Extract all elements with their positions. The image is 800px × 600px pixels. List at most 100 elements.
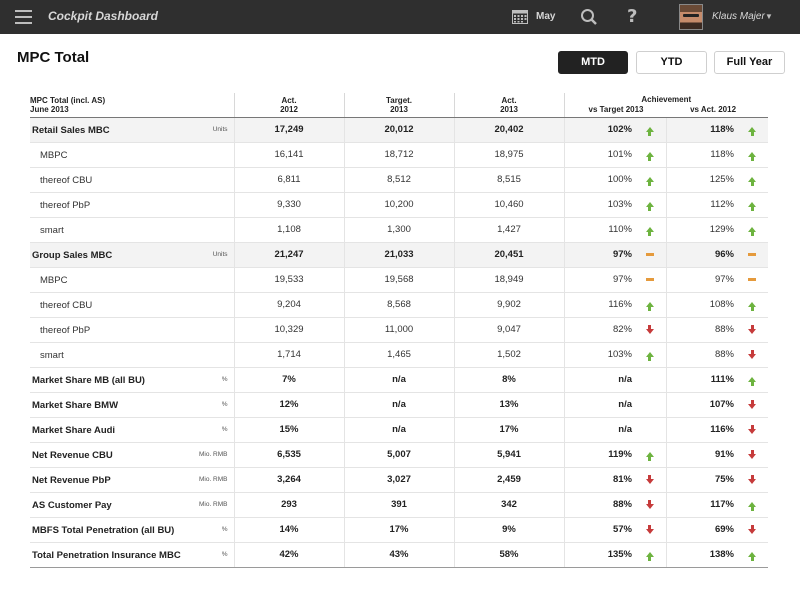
arrow-up-icon <box>645 201 654 211</box>
cell-vs-target-trend <box>634 241 666 268</box>
cell-vs-target-trend <box>634 541 666 568</box>
cell-vs-act-trend <box>736 342 769 368</box>
cell-act-2012: 12% <box>233 392 344 418</box>
row-label: Net Revenue PbP <box>32 474 111 486</box>
row-label-cell: thereof PbP <box>30 192 234 218</box>
cell-act-2013: 58% <box>453 541 564 568</box>
dash-icon <box>645 277 654 281</box>
cell-target-2013: n/a <box>343 417 454 443</box>
table-row: Retail Sales MBC Units 17,249 20,012 20,402 1… <box>30 117 769 143</box>
arrow-up-icon <box>748 501 757 511</box>
cell-act-2012: 6,811 <box>233 167 344 193</box>
menu-icon[interactable] <box>15 10 32 24</box>
cell-target-2013: 11,000 <box>343 317 454 343</box>
arrow-down-icon <box>748 449 757 459</box>
table-row: smart 1,714 1,465 1,502 103% 88% <box>30 342 769 368</box>
arrow-down-icon <box>748 424 757 434</box>
full-year-button[interactable]: Full Year <box>714 51 785 74</box>
month-selector[interactable]: May <box>536 11 556 22</box>
cell-vs-target: 110% <box>563 217 634 243</box>
cell-target-2013: n/a <box>343 392 454 418</box>
cell-vs-act-trend <box>736 241 769 268</box>
arrow-up-icon <box>748 551 757 561</box>
search-icon[interactable] <box>580 8 598 31</box>
row-label-cell: Total Penetration Insurance MBC% <box>30 541 234 568</box>
cell-act-2013: 2,459 <box>453 467 564 493</box>
cell-act-2012: 16,141 <box>233 142 344 168</box>
avatar[interactable] <box>679 4 703 30</box>
row-label-cell: AS Customer Pay Mio. RMB <box>30 492 234 518</box>
cell-vs-act: 97% <box>665 267 736 293</box>
row-unit: % <box>221 375 228 383</box>
arrow-down-icon <box>748 474 757 484</box>
cell-act-2012: 1,108 <box>233 217 344 243</box>
table-row: thereof PbP 9,330 10,200 10,460 103% 112% <box>30 192 769 218</box>
cell-act-2012: 19,533 <box>233 267 344 293</box>
row-label-cell: MBPC <box>30 142 234 168</box>
mtd-button[interactable]: MTD <box>558 51 628 74</box>
cell-vs-act: 138% <box>665 541 736 568</box>
cell-act-2013: 342 <box>453 492 564 518</box>
cell-target-2013: 10,200 <box>343 192 454 218</box>
table-row: MBPC 16,141 18,712 18,975 101% 118% <box>30 142 769 168</box>
cell-vs-target-trend <box>634 441 666 468</box>
cell-vs-act: 88% <box>665 317 736 343</box>
cell-act-2013: 5,941 <box>453 441 564 468</box>
cell-vs-target-trend <box>634 142 666 168</box>
row-label-cell: Retail Sales MBC Units <box>30 117 234 143</box>
column-header-target-2013: Target. 2013 <box>343 93 454 118</box>
cell-vs-target: n/a <box>563 392 634 418</box>
top-bar: Cockpit Dashboard May ? Klaus Majer ▼ <box>0 0 800 34</box>
cell-act-2012: 9,330 <box>233 192 344 218</box>
cell-act-2013: 20,402 <box>453 117 564 143</box>
help-icon[interactable]: ? <box>627 6 638 27</box>
cell-vs-act-trend <box>736 392 769 418</box>
ytd-button[interactable]: YTD <box>636 51 707 74</box>
cell-target-2013: 19,568 <box>343 267 454 293</box>
cell-vs-act: 112% <box>665 192 736 218</box>
arrow-down-icon <box>645 499 654 509</box>
cell-target-2013: 5,007 <box>343 441 454 468</box>
row-label: smart <box>40 349 64 361</box>
cell-vs-target: 97% <box>563 241 634 268</box>
row-label: Market Share Audi <box>32 424 116 436</box>
cell-act-2013: 8% <box>453 366 564 393</box>
cell-act-2013: 20,451 <box>453 241 564 268</box>
kpi-table: MPC Total (incl. AS) June 2013 Act. 2012… <box>30 93 769 568</box>
cell-act-2012: 7% <box>233 366 344 393</box>
column-header-achievement: Achievement vs Target 2013 vs Act. 2012 <box>563 93 769 118</box>
cell-act-2012: 293 <box>233 492 344 518</box>
cell-act-2012: 42% <box>233 541 344 568</box>
row-label: MBFS Total Penetration (all BU) <box>32 524 175 536</box>
cell-vs-target: 101% <box>563 142 634 168</box>
cell-vs-act: 91% <box>665 441 736 468</box>
cell-vs-act-trend <box>736 417 769 443</box>
chevron-down-icon[interactable]: ▼ <box>765 12 773 21</box>
row-label: thereof PbP <box>40 199 91 211</box>
row-unit: % <box>221 400 228 408</box>
row-label: Market Share MB (all BU) <box>32 374 145 386</box>
calendar-icon[interactable] <box>512 9 528 29</box>
cell-vs-act-trend <box>736 366 769 393</box>
user-name[interactable]: Klaus Majer <box>712 11 765 22</box>
cell-vs-act-trend <box>736 292 769 318</box>
cell-act-2013: 18,949 <box>453 267 564 293</box>
cell-vs-act-trend <box>736 192 769 218</box>
row-label: MBPC <box>40 274 68 286</box>
row-label: smart <box>40 224 64 236</box>
table-header-label: MPC Total (incl. AS) June 2013 <box>30 93 234 118</box>
cell-vs-act-trend <box>736 467 769 493</box>
arrow-down-icon <box>748 399 757 409</box>
table-row: Market Share MB (all BU)% 7% n/a 8% n/a 111% <box>30 366 769 393</box>
header-col1-line1: Act. <box>281 95 297 105</box>
cell-act-2012: 6,535 <box>233 441 344 468</box>
cell-vs-target-trend <box>634 492 666 518</box>
cell-vs-target-trend <box>634 117 666 143</box>
cell-vs-act: 118% <box>665 117 736 143</box>
cell-act-2012: 1,714 <box>233 342 344 368</box>
table-row: Market Share BMW% 12% n/a 13% n/a 107% <box>30 392 769 418</box>
cell-act-2013: 17% <box>453 417 564 443</box>
arrow-down-icon <box>748 524 757 534</box>
arrow-down-icon <box>645 474 654 484</box>
cell-vs-act: 96% <box>665 241 736 268</box>
